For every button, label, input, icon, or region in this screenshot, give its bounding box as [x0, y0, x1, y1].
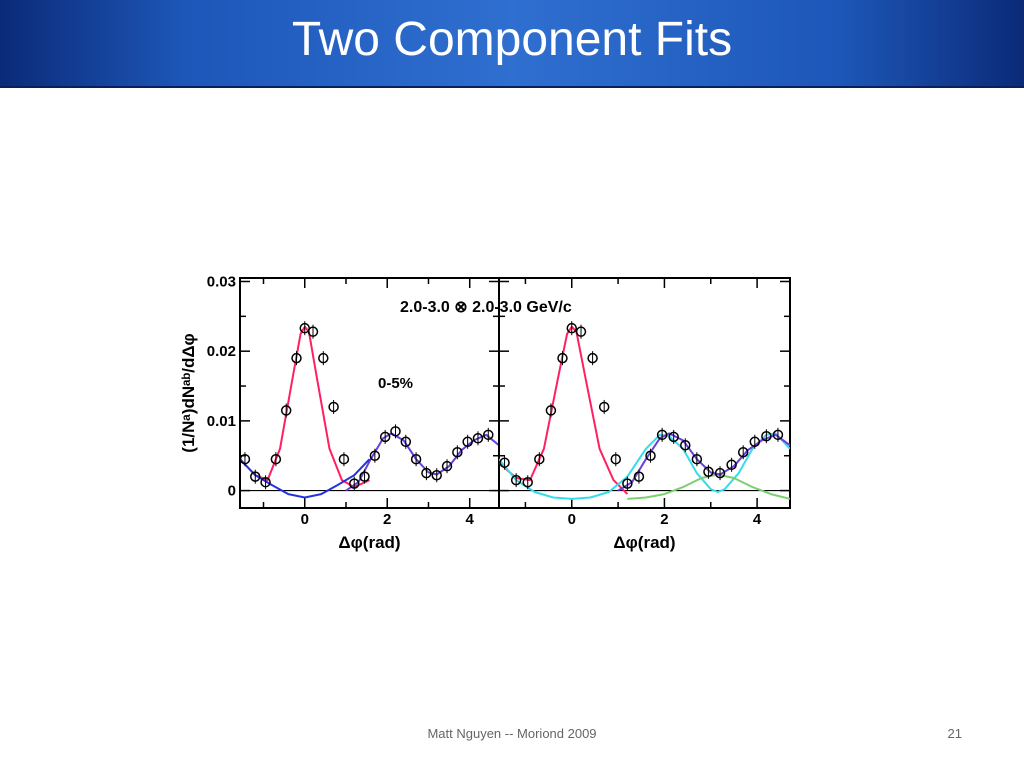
slide-title: Two Component Fits — [291, 13, 733, 66]
data-point — [510, 474, 522, 486]
figure-svg: 0 2 4 0 0.01 0.02 0.03 Δφ(rad) (1/Nᵃ)dNᵃᵇ/dΔφ 2.0… — [168, 268, 798, 560]
data-point — [260, 476, 271, 488]
data-point — [680, 440, 691, 451]
data-point — [598, 401, 610, 413]
y-tick-label: 0 — [228, 483, 236, 500]
data-point — [545, 405, 557, 416]
fit-curve-background — [240, 458, 371, 499]
right-panel: 0 2 4 Δφ(rad) — [498, 277, 791, 552]
data-point — [359, 471, 370, 482]
data-point — [714, 467, 726, 479]
data-point — [462, 436, 473, 448]
data-point — [379, 431, 391, 443]
x-axis-label: Δφ(rad) — [338, 533, 400, 552]
y-tick-label: 0.03 — [207, 273, 236, 290]
data-point — [410, 453, 422, 465]
data-point — [656, 429, 668, 441]
x-tick-label: 2 — [660, 511, 668, 528]
data-point — [566, 322, 577, 334]
data-point — [622, 478, 633, 489]
data-point — [348, 478, 360, 489]
data-point — [575, 326, 587, 337]
y-tick-label: 0.02 — [207, 343, 236, 360]
data-point — [633, 471, 645, 482]
data-point — [772, 429, 784, 441]
data-point — [390, 426, 401, 437]
data-point — [441, 460, 453, 472]
data-point — [645, 450, 656, 461]
data-point — [338, 453, 350, 465]
x-tick-label: 2 — [383, 511, 391, 528]
data-point — [668, 431, 679, 443]
data-point — [270, 453, 282, 465]
data-point — [691, 453, 703, 465]
data-point — [328, 401, 339, 413]
data-point — [726, 459, 737, 471]
x-axis-label: Δφ(rad) — [613, 533, 675, 552]
data-point — [761, 430, 772, 442]
data-point — [291, 352, 302, 364]
data-point — [499, 457, 510, 468]
footer-text: Matt Nguyen -- Moriond 2009 — [427, 726, 597, 741]
centrality-annotation: 0-5% — [378, 375, 413, 392]
x-tick-label: 4 — [466, 511, 475, 528]
data-point — [318, 352, 329, 364]
data-point — [369, 450, 381, 461]
data-point — [280, 405, 292, 416]
left-panel: 0 2 4 0 0.01 0.02 0.03 Δφ(rad) (1/Nᵃ)dNᵃᵇ/dΔφ 2.0… — [179, 273, 572, 552]
data-point — [557, 352, 568, 364]
data-point — [610, 453, 622, 465]
data-point — [522, 476, 533, 488]
x-tick-label: 4 — [753, 511, 762, 528]
slide-number: 21 — [947, 726, 962, 741]
data-point — [534, 453, 545, 465]
panel-frame — [498, 277, 791, 509]
kinematics-annotation: 2.0-3.0 ⊗ 2.0-3.0 GeV/c — [400, 299, 572, 316]
data-point — [703, 466, 714, 478]
data-point — [421, 467, 432, 479]
data-point — [452, 446, 463, 458]
data-point — [307, 326, 319, 337]
data-point — [239, 453, 251, 465]
data-point — [472, 433, 484, 444]
x-tick-label: 0 — [568, 511, 576, 528]
data-point — [737, 446, 749, 458]
data-point — [483, 429, 494, 441]
y-tick-label: 0.01 — [207, 413, 236, 430]
data-point — [431, 469, 442, 481]
data-point — [400, 436, 412, 448]
data-point — [749, 436, 761, 448]
data-point — [587, 352, 598, 364]
x-tick-label: 0 — [301, 511, 309, 528]
data-point — [250, 471, 261, 482]
y-axis-label: (1/Nᵃ)dNᵃᵇ/dΔφ — [179, 333, 198, 452]
title-bar: Two Component Fits — [0, 0, 1024, 88]
physics-figure: 0 2 4 0 0.01 0.02 0.03 Δφ(rad) (1/Nᵃ)dNᵃᵇ/dΔφ 2.0… — [168, 268, 798, 560]
